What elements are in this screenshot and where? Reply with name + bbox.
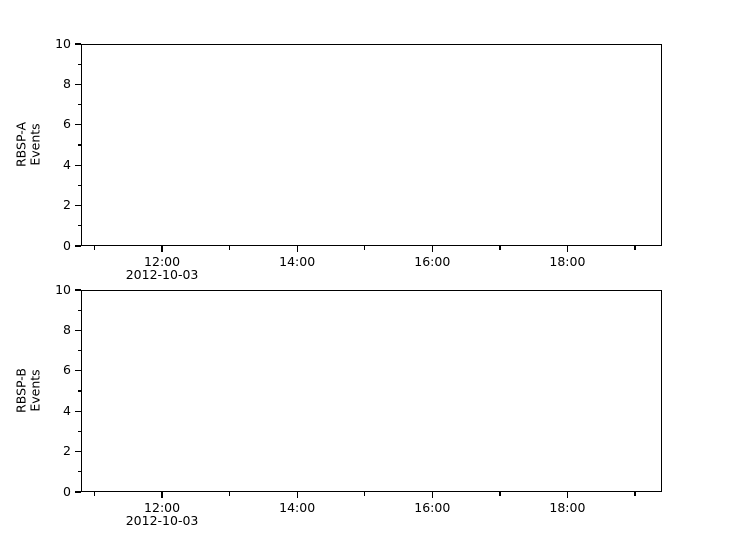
x-axis-date-label: 2012-10-03 xyxy=(125,513,199,528)
x-minor-tick xyxy=(634,492,636,496)
x-major-tick xyxy=(296,246,298,252)
y-tick-label: 2 xyxy=(63,197,71,213)
y-tick-label: 10 xyxy=(55,35,71,51)
x-minor-tick xyxy=(634,246,636,250)
x-minor-tick xyxy=(499,492,501,496)
y-major-tick xyxy=(75,164,81,166)
x-minor-tick xyxy=(228,492,231,496)
y-axis-label-rbsp-b: RBSP-B Events xyxy=(13,331,43,451)
y-tick-label: 10 xyxy=(55,281,71,297)
y-minor-tick xyxy=(77,103,81,106)
x-tick-label: 16:00 xyxy=(414,254,451,269)
y-major-tick xyxy=(75,370,81,372)
y-major-tick xyxy=(75,83,81,86)
y-axis-label-b-line1: RBSP-B xyxy=(13,368,29,413)
plot-panel-rbsp-a[interactable] xyxy=(81,44,662,246)
y-major-tick xyxy=(75,43,81,45)
y-tick-label: 4 xyxy=(63,156,71,172)
y-minor-tick xyxy=(77,309,81,311)
x-minor-tick xyxy=(499,246,501,250)
x-minor-tick xyxy=(93,492,96,496)
y-axis-label-b-line2: Events xyxy=(27,369,42,412)
y-minor-tick xyxy=(77,144,81,146)
y-major-tick xyxy=(75,491,81,493)
x-major-tick xyxy=(161,492,163,498)
x-tick-label: 12:00 xyxy=(144,500,181,515)
y-major-tick xyxy=(75,329,81,332)
plot-frame-b xyxy=(81,290,662,492)
x-minor-tick xyxy=(364,492,366,496)
y-major-tick xyxy=(75,245,81,247)
x-major-tick xyxy=(566,492,569,498)
x-major-tick xyxy=(431,246,433,252)
x-tick-label: 18:00 xyxy=(549,254,586,269)
y-major-tick xyxy=(75,450,81,453)
x-tick-label: 14:00 xyxy=(279,254,316,269)
y-tick-label: 2 xyxy=(63,443,71,459)
y-major-tick xyxy=(75,289,81,291)
y-major-tick xyxy=(75,204,81,207)
x-tick-label: 12:00 xyxy=(144,254,181,269)
y-axis-label-rbsp-a: RBSP-A Events xyxy=(13,85,43,205)
x-minor-tick xyxy=(93,246,96,250)
y-minor-tick xyxy=(77,184,81,187)
x-tick-label: 14:00 xyxy=(279,500,316,515)
y-tick-label: 8 xyxy=(63,75,71,91)
y-tick-label: 6 xyxy=(63,116,71,132)
y-major-tick xyxy=(75,410,81,412)
y-minor-tick xyxy=(77,390,81,392)
y-tick-label: 4 xyxy=(63,402,71,418)
x-major-tick xyxy=(566,246,569,252)
x-minor-tick xyxy=(228,246,231,250)
plot-panel-rbsp-b[interactable] xyxy=(81,290,662,492)
plot-frame-a xyxy=(81,44,662,246)
x-major-tick xyxy=(161,246,163,252)
x-tick-label: 18:00 xyxy=(549,500,586,515)
y-tick-label: 6 xyxy=(63,362,71,378)
y-axis-label-a-line1: RBSP-A xyxy=(13,121,29,168)
x-major-tick xyxy=(431,492,433,498)
y-major-tick xyxy=(75,124,81,126)
x-minor-tick xyxy=(364,246,366,250)
y-tick-label: 8 xyxy=(63,321,71,337)
y-minor-tick xyxy=(77,471,81,473)
x-axis-date-label: 2012-10-03 xyxy=(125,267,199,282)
y-minor-tick xyxy=(77,430,81,433)
y-tick-label: 0 xyxy=(63,237,71,253)
y-axis-label-a-line2: Events xyxy=(27,123,42,166)
y-minor-tick xyxy=(77,349,81,352)
x-major-tick xyxy=(296,492,298,498)
y-minor-tick xyxy=(77,63,81,65)
y-minor-tick xyxy=(77,225,81,227)
x-tick-label: 16:00 xyxy=(414,500,451,515)
y-tick-label: 0 xyxy=(63,483,71,499)
